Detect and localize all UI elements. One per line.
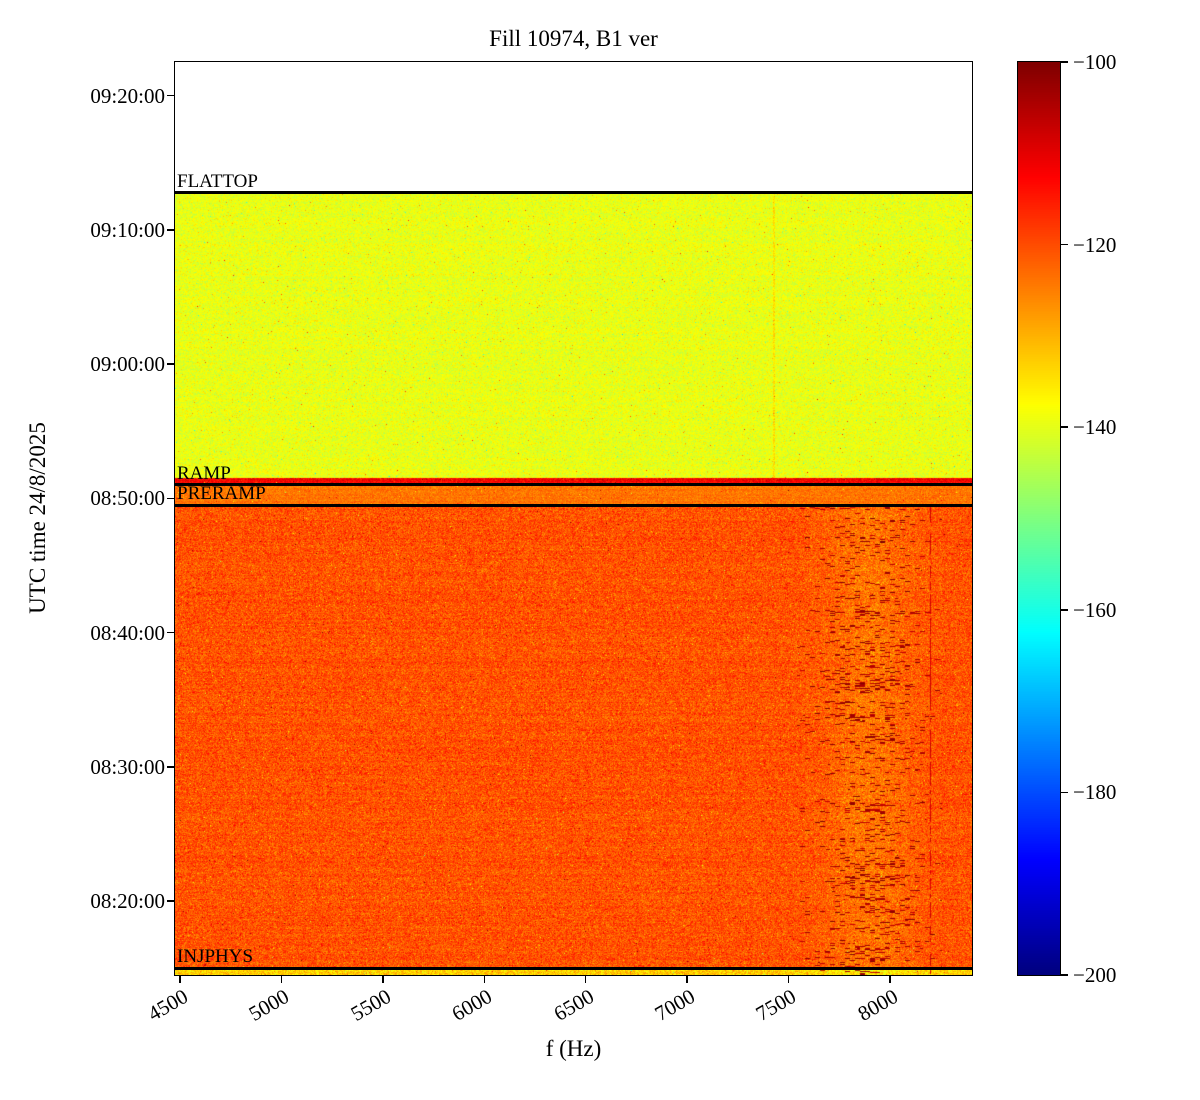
colorbar-tick-mark	[1060, 791, 1068, 794]
y-tick-label: 09:10:00	[90, 217, 165, 242]
annotation-line-injphys	[175, 966, 972, 970]
x-tick-mark	[179, 975, 181, 983]
annotation-label-preramp: PRERAMP	[177, 483, 266, 505]
colorbar-tick-mark	[1060, 974, 1068, 976]
x-tick-mark	[686, 975, 688, 983]
colorbar-tick-label: −180	[1073, 780, 1117, 805]
x-tick-label-text: 6000	[447, 984, 497, 1026]
x-tick-label-text: 4500	[143, 984, 193, 1026]
x-tick-label-text: 7500	[752, 984, 801, 1026]
colorbar-tick-label: −200	[1073, 963, 1117, 987]
plot-title: Fill 10974, B1 ver	[489, 26, 658, 51]
annotation-line-preramp	[175, 503, 972, 507]
y-tick-label: 08:30:00	[90, 754, 165, 779]
colorbar-tick-mark	[1060, 609, 1068, 611]
colorbar-tick-mark	[1060, 61, 1068, 63]
colorbar-tick-mark	[1060, 243, 1068, 246]
annotation-label-ramp: RAMP	[177, 462, 231, 484]
spectrogram-heatmap	[175, 62, 972, 975]
x-tick-mark	[280, 975, 283, 983]
annotation-line-flattop	[175, 191, 972, 195]
x-tick-label-text: 5000	[245, 984, 294, 1026]
colorbar-tick-label: −160	[1073, 597, 1117, 622]
y-tick-label: 08:20:00	[90, 889, 165, 914]
colorbar-tick-label: −100	[1073, 50, 1117, 74]
x-tick-label-text: 5500	[346, 984, 395, 1026]
colorbar-tick-label: −120	[1073, 232, 1117, 257]
y-tick-mark	[167, 497, 175, 500]
y-tick-mark	[167, 631, 175, 634]
y-tick-label: 09:00:00	[90, 352, 165, 377]
x-tick-label-text: 6500	[549, 984, 598, 1026]
y-axis-label: UTC time 24/8/2025	[25, 422, 50, 614]
x-tick-mark	[787, 975, 790, 983]
y-tick-label: 09:20:00	[90, 83, 165, 108]
annotation-line-ramp	[175, 483, 972, 487]
x-tick-label-text: 7000	[650, 984, 700, 1026]
colorbar-tick-mark	[1060, 426, 1068, 428]
y-tick-mark	[167, 900, 175, 902]
annotation-label-injphys: INJPHYS	[177, 946, 254, 968]
y-tick-mark	[167, 94, 175, 97]
y-tick-mark	[167, 766, 175, 768]
colorbar-gradient	[1018, 62, 1060, 975]
y-tick-mark	[167, 229, 175, 231]
x-tick-mark	[483, 975, 486, 983]
y-tick-label: 08:50:00	[90, 486, 165, 511]
x-tick-mark	[382, 975, 384, 983]
x-tick-mark	[889, 975, 891, 983]
y-tick-label: 08:40:00	[90, 620, 165, 645]
x-axis-label: f (Hz)	[545, 1036, 602, 1061]
y-tick-mark	[167, 363, 175, 365]
x-tick-label-text: 8000	[853, 984, 902, 1026]
colorbar-tick-label: −140	[1073, 415, 1117, 440]
annotation-label-flattop: FLATTOP	[177, 170, 258, 192]
x-tick-mark	[584, 975, 587, 983]
